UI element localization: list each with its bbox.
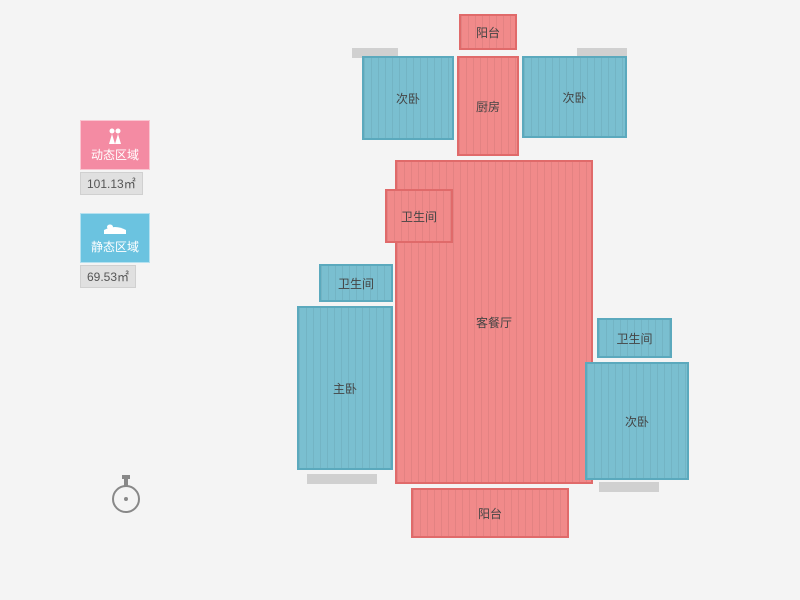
room-bath_e: 卫生间: [597, 318, 672, 358]
legend-static-label: 静态区域: [91, 238, 139, 255]
compass-icon: [108, 475, 144, 520]
legend-dynamic-label: 动态区域: [91, 146, 139, 163]
legend-dynamic-value: 101.13㎡: [80, 172, 143, 195]
legend-static-value: 69.53㎡: [80, 265, 136, 288]
room-label: 次卧: [625, 413, 649, 430]
room-balcony_bottom: 阳台: [411, 488, 569, 538]
legend: 动态区域 101.13㎡ 静态区域 69.53㎡: [80, 120, 150, 306]
balcony-rail: [599, 482, 659, 492]
room-label: 客餐厅: [476, 314, 512, 331]
room-label: 厨房: [476, 98, 500, 115]
room-label: 卫生间: [401, 208, 437, 225]
room-bedroom_ne: 次卧: [522, 56, 627, 138]
room-label: 阳台: [478, 505, 502, 522]
legend-dynamic-badge: 动态区域: [80, 120, 150, 170]
legend-static-badge: 静态区域: [80, 213, 150, 263]
room-bedroom_nw: 次卧: [362, 56, 454, 140]
room-master: 主卧: [297, 306, 393, 470]
room-label: 卫生间: [338, 275, 374, 292]
room-balcony_top: 阳台: [459, 14, 517, 50]
balcony-rail: [307, 474, 377, 484]
room-label: 次卧: [562, 89, 586, 106]
room-kitchen: 厨房: [457, 56, 519, 156]
people-icon: [105, 128, 125, 144]
room-bath_mid: 卫生间: [319, 264, 393, 302]
bed-icon: [104, 222, 126, 236]
floor-plan: 客餐厅阳台次卧厨房次卧卫生间卫生间主卧卫生间次卧阳台: [297, 14, 729, 578]
legend-dynamic: 动态区域 101.13㎡: [80, 120, 150, 195]
room-label: 次卧: [396, 90, 420, 107]
room-label: 卫生间: [616, 330, 652, 347]
room-bedroom_se: 次卧: [585, 362, 689, 480]
room-bath_w: 卫生间: [385, 189, 453, 243]
legend-static: 静态区域 69.53㎡: [80, 213, 150, 288]
room-label: 主卧: [333, 380, 357, 397]
room-label: 阳台: [476, 24, 500, 41]
